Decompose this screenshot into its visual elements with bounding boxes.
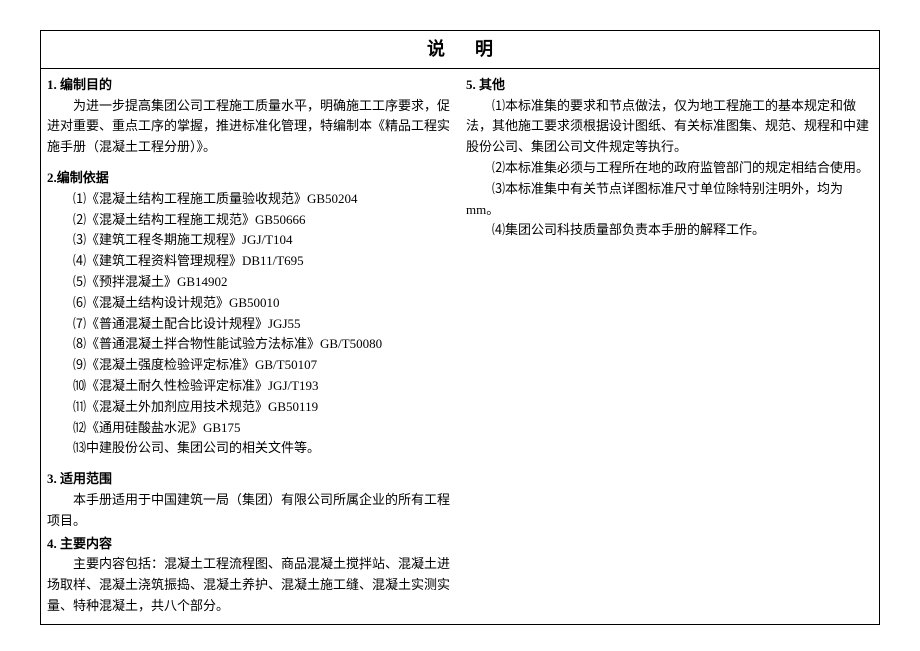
left-column: 1. 编制目的 为进一步提高集团公司工程施工质量水平，明确施工工序要求，促进对重… [41,69,460,624]
section-5-heading: 5. 其他 [466,75,869,96]
list-item: ⑷集团公司科技质量部负责本手册的解释工作。 [466,220,869,241]
list-item: ⑽《混凝土耐久性检验评定标准》JGJ/T193 [47,376,450,397]
list-item: ⑶《建筑工程冬期施工规程》JGJ/T104 [47,230,450,251]
list-item: ⑼《混凝土强度检验评定标准》GB/T50107 [47,355,450,376]
list-item: ⑴《混凝土结构工程施工质量验收规范》GB50204 [47,189,450,210]
list-item: ⑵《混凝土结构工程施工规范》GB50666 [47,210,450,231]
content-container: 1. 编制目的 为进一步提高集团公司工程施工质量水平，明确施工工序要求，促进对重… [41,69,879,624]
page-frame: 说明 1. 编制目的 为进一步提高集团公司工程施工质量水平，明确施工工序要求，促… [40,30,880,625]
section-2-heading: 2.编制依据 [47,168,450,189]
page-title: 说明 [41,31,879,69]
list-item: ⑷《建筑工程资料管理规程》DB11/T695 [47,251,450,272]
list-item: ⑻《普通混凝土拌合物性能试验方法标准》GB/T50080 [47,334,450,355]
list-item: ⑿《通用硅酸盐水泥》GB175 [47,418,450,439]
section-4-para: 主要内容包括：混凝土工程流程图、商品混凝土搅拌站、混凝土进场取样、混凝土浇筑振捣… [47,554,450,616]
section-1-para: 为进一步提高集团公司工程施工质量水平，明确施工工序要求，促进对重要、重点工序的掌… [47,96,450,158]
list-item: ⑺《普通混凝土配合比设计规程》JGJ55 [47,314,450,335]
list-item: ⑴本标准集的要求和节点做法，仅为地工程施工的基本规定和做法，其他施工要求须根据设… [466,96,869,158]
section-4-heading: 4. 主要内容 [47,534,450,555]
section-1-heading: 1. 编制目的 [47,75,450,96]
right-column: 5. 其他 ⑴本标准集的要求和节点做法，仅为地工程施工的基本规定和做法，其他施工… [460,69,879,624]
section-3-para: 本手册适用于中国建筑一局（集团）有限公司所属企业的所有工程项目。 [47,490,450,532]
list-item: ⒀中建股份公司、集团公司的相关文件等。 [47,438,450,459]
list-item: ⑸《预拌混凝土》GB14902 [47,272,450,293]
list-item: ⑾《混凝土外加剂应用技术规范》GB50119 [47,397,450,418]
list-item: ⑶本标准集中有关节点详图标准尺寸单位除特别注明外，均为mm。 [466,179,869,221]
list-item: ⑵本标准集必须与工程所在地的政府监管部门的规定相结合使用。 [466,158,869,179]
section-3-heading: 3. 适用范围 [47,469,450,490]
list-item: ⑹《混凝土结构设计规范》GB50010 [47,293,450,314]
